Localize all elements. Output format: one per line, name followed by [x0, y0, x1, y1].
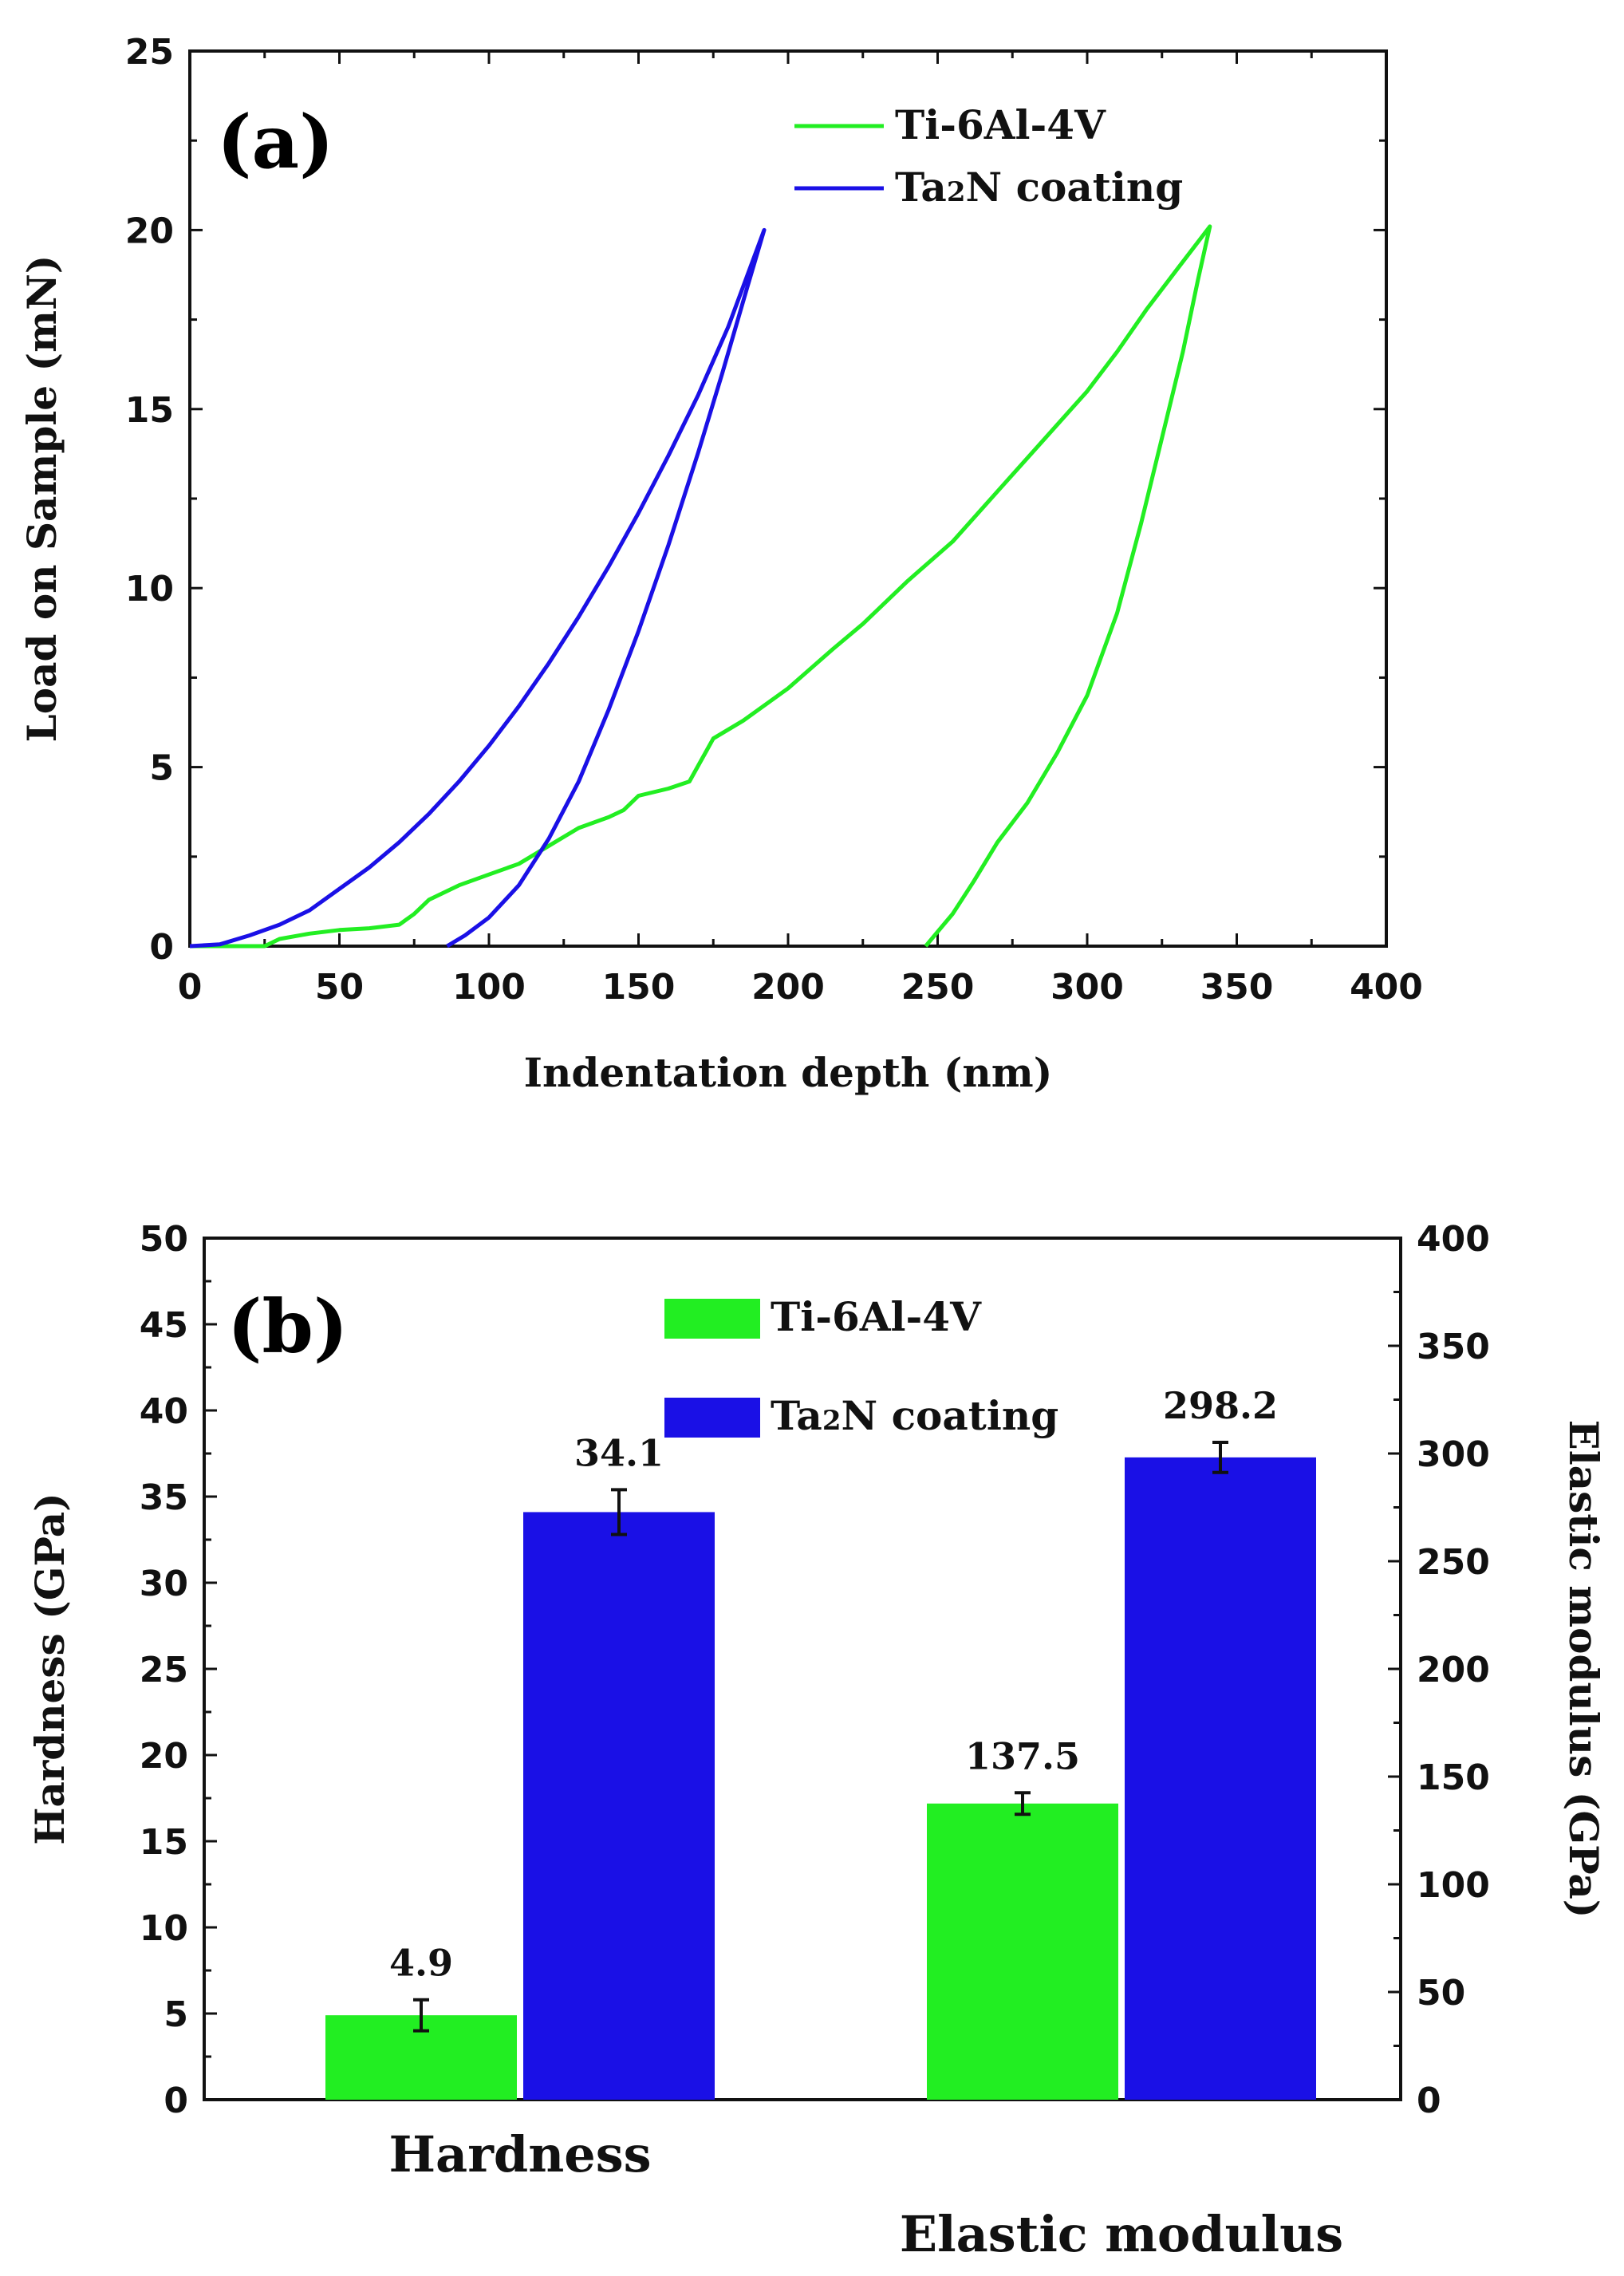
legend-b-ta2n-swatch [664, 1398, 760, 1438]
ti-6al-4v-elastic-modulus-value-label: 137.5 [965, 1734, 1080, 1777]
y-tick-label: 0 [149, 927, 174, 968]
left-tick-label: 10 [140, 1908, 188, 1949]
left-tick-label: 0 [164, 2081, 188, 2121]
panel-a-legend: Ti-6Al-4V Ta2N coating [794, 101, 1183, 211]
right-tick-label: 350 [1417, 1327, 1490, 1367]
y-tick-label: 20 [125, 211, 174, 251]
y-tick-label: 5 [149, 748, 174, 789]
panel-a-label: (a) [217, 99, 334, 185]
left-tick-label: 15 [140, 1822, 188, 1863]
y-tick-label: 15 [125, 390, 174, 431]
panel-b-ticks: 0 5 10 15 20 25 30 35 40 45 50 0 50 100 150 200 250 300 35… [140, 1219, 1490, 2121]
left-tick-label: 40 [140, 1391, 188, 1432]
legend-a-ta2n-label: Ta2N coating [895, 164, 1183, 211]
left-tick-label: 35 [140, 1477, 188, 1518]
panel-a-frame [188, 49, 1388, 948]
left-tick-label: 20 [140, 1736, 188, 1777]
right-tick-label: 50 [1417, 1973, 1465, 2014]
right-tick-label: 400 [1417, 1219, 1490, 1260]
panel-a-ticks: 0 50 100 150 200 250 300 350 400 0 5 10 15 20 25 [125, 32, 1423, 1008]
ti-6al-4v-hardness-value-label: 4.9 [389, 1942, 453, 1985]
panel-b-bars: 4.9 34.1 Hardness 137.5 298.2 Elastic modulus [325, 1384, 1343, 2263]
legend-a-ti-label: Ti-6Al-4V [895, 101, 1106, 148]
x-tick-label: 350 [1200, 967, 1274, 1008]
legend-b-ti-swatch [664, 1299, 760, 1339]
ti-6al-4v-load-curve [190, 224, 1212, 949]
right-tick-label: 200 [1417, 1650, 1490, 1690]
ti-6al-4v-elastic-modulus-bar [927, 1803, 1118, 2100]
right-tick-label: 300 [1417, 1434, 1490, 1475]
y-tick-label: 25 [125, 32, 174, 73]
category-label: Elastic modulus [900, 2205, 1343, 2263]
x-tick-label: 200 [751, 967, 825, 1008]
x-tick-label: 150 [602, 967, 676, 1008]
left-tick-label: 5 [164, 1994, 188, 2035]
ta2n-coating-hardness-value-label: 34.1 [574, 1431, 664, 1474]
y-tick-label: 10 [125, 569, 174, 609]
right-tick-label: 100 [1417, 1865, 1490, 1906]
panel-a-y-axis-title: Load on Sample (mN) [18, 255, 65, 743]
legend-b-ta2n-label: Ta2N coating [771, 1392, 1058, 1439]
panel-a-line-chart: (a) 0 50 100 150 200 250 300 350 400 0 5 10 15 20 25 T… [18, 32, 1423, 1096]
right-tick-label: 0 [1417, 2081, 1441, 2121]
x-tick-label: 50 [315, 967, 364, 1008]
panel-a-series [189, 224, 1212, 949]
left-tick-label: 30 [140, 1564, 188, 1604]
category-label: Hardness [388, 2125, 651, 2183]
right-tick-label: 250 [1417, 1542, 1490, 1583]
panel-b-left-axis-title: Hardness (GPa) [26, 1493, 73, 1844]
x-tick-label: 250 [901, 967, 975, 1008]
right-tick-label: 150 [1417, 1757, 1490, 1798]
x-tick-label: 300 [1050, 967, 1124, 1008]
ta2n-coating-elastic-modulus-value-label: 298.2 [1163, 1384, 1278, 1427]
ta2n-coating-load-curve [189, 227, 767, 949]
panel-b-label: (b) [227, 1284, 348, 1370]
ta2n-coating-hardness-bar [523, 1512, 715, 2100]
x-tick-label: 0 [178, 967, 203, 1008]
panel-b-legend: Ti-6Al-4V Ta2N coating [664, 1293, 1058, 1439]
left-tick-label: 25 [140, 1650, 188, 1690]
panel-b-right-axis-title: Elastic modulus (GPa) [1560, 1420, 1607, 1919]
panel-b-bar-chart: (b) 0 5 10 15 20 25 30 35 40 45 50 0 50 100 150 200 250 3… [26, 1219, 1607, 2263]
left-tick-label: 45 [140, 1305, 188, 1346]
legend-b-ti-label: Ti-6Al-4V [771, 1293, 982, 1340]
x-tick-label: 400 [1350, 967, 1423, 1008]
x-tick-label: 100 [452, 967, 526, 1008]
ta2n-coating-elastic-modulus-bar [1125, 1457, 1316, 2100]
panel-a-x-axis-title: Indentation depth (nm) [524, 1049, 1053, 1096]
left-tick-label: 50 [140, 1219, 188, 1260]
